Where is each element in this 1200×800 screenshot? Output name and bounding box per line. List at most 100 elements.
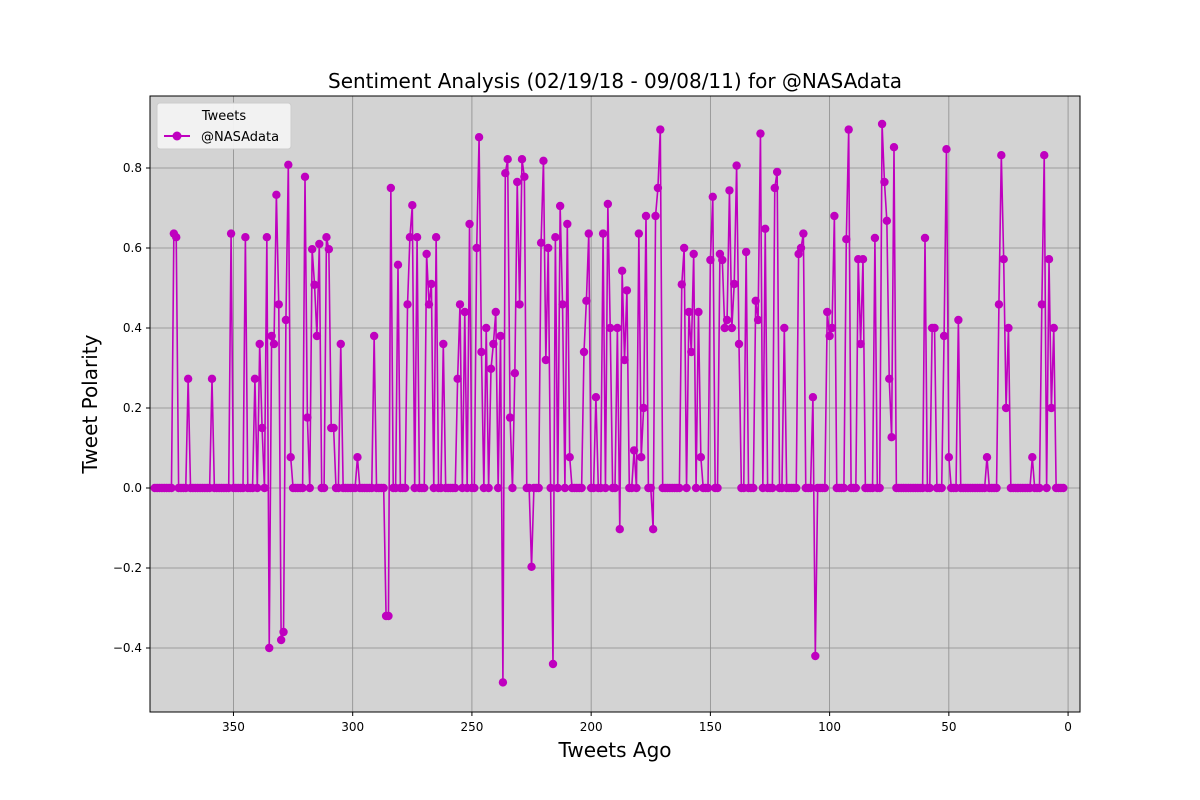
data-point	[379, 483, 388, 493]
data-point	[400, 483, 410, 493]
data-point	[257, 423, 267, 433]
data-point	[172, 233, 181, 242]
data-point	[427, 279, 436, 289]
data-point	[875, 483, 884, 493]
legend: Tweets @NASAdata	[156, 102, 292, 150]
data-point	[920, 233, 930, 243]
data-point	[842, 235, 851, 244]
data-point	[517, 155, 527, 164]
data-point	[751, 296, 760, 305]
data-point	[806, 483, 815, 493]
tick-layer: 350 300 250 200 150 100 50 0 −0.4 −0.2 0.0 0.2 0.4 0.…	[113, 161, 1072, 734]
data-point	[281, 315, 291, 325]
data-point	[749, 483, 758, 493]
data-point	[823, 307, 832, 317]
data-point	[591, 393, 601, 402]
data-point	[305, 483, 314, 493]
data-point	[226, 229, 236, 238]
data-point	[1037, 300, 1047, 309]
data-point	[501, 169, 510, 178]
data-point	[403, 300, 412, 309]
data-point	[412, 233, 422, 242]
data-point	[298, 483, 307, 493]
data-point	[603, 199, 613, 209]
data-point	[279, 627, 288, 637]
data-point	[284, 160, 293, 169]
data-point	[546, 483, 555, 493]
legend-series-label: @NASAdata	[201, 130, 279, 145]
data-point	[353, 453, 362, 462]
data-point	[641, 211, 651, 221]
y-tick-label: 0.0	[123, 481, 142, 495]
data-point	[937, 483, 946, 493]
data-point	[503, 155, 512, 164]
data-point	[722, 315, 732, 325]
data-point	[482, 323, 491, 333]
data-point	[646, 483, 655, 493]
data-point	[369, 331, 379, 341]
data-point	[720, 323, 729, 333]
data-point	[541, 355, 551, 365]
data-point	[527, 562, 536, 571]
data-point	[269, 339, 279, 349]
data-point	[260, 483, 269, 493]
data-point	[520, 172, 529, 181]
data-point	[734, 339, 744, 349]
data-point	[675, 483, 684, 493]
data-point	[820, 483, 830, 493]
data-point	[796, 243, 806, 253]
x-tick-label: 350	[222, 720, 245, 734]
data-point	[310, 280, 319, 289]
data-point	[811, 651, 820, 661]
legend-box	[156, 102, 292, 150]
data-point	[558, 300, 567, 309]
data-point	[315, 239, 324, 249]
data-point	[303, 413, 312, 422]
data-point	[1047, 403, 1056, 413]
data-point	[703, 483, 713, 493]
data-point	[472, 243, 481, 253]
data-point	[741, 247, 751, 257]
data-point	[858, 255, 868, 264]
data-point	[1042, 483, 1051, 493]
data-point	[515, 300, 524, 309]
data-point	[761, 224, 770, 233]
legend-title: Tweets	[201, 109, 247, 124]
data-point	[925, 483, 934, 493]
data-point	[880, 177, 889, 187]
data-point	[453, 374, 462, 383]
data-point	[265, 643, 274, 653]
legend-marker-swatch	[172, 131, 182, 141]
data-point	[300, 172, 310, 181]
data-point	[496, 331, 505, 341]
data-point	[513, 177, 522, 187]
data-point	[639, 403, 648, 413]
data-point	[725, 186, 734, 195]
data-point	[696, 453, 706, 462]
data-point	[856, 339, 865, 349]
data-point	[827, 323, 837, 333]
data-point	[1040, 151, 1049, 160]
data-point	[615, 525, 624, 534]
data-point	[555, 201, 565, 211]
data-point	[687, 347, 696, 357]
data-point	[253, 483, 262, 493]
data-point	[336, 339, 345, 349]
data-point	[422, 249, 431, 259]
data-point	[622, 286, 632, 295]
data-point	[651, 211, 660, 221]
data-point	[999, 255, 1008, 264]
data-point	[484, 483, 493, 493]
data-point	[877, 119, 887, 129]
data-point	[613, 323, 622, 333]
data-point	[1028, 453, 1037, 462]
data-point	[718, 255, 727, 265]
data-point	[730, 279, 739, 289]
data-point	[536, 238, 546, 247]
data-point	[431, 233, 441, 242]
data-point	[942, 145, 951, 154]
data-point	[553, 483, 562, 493]
data-point	[768, 483, 777, 493]
data-point	[954, 315, 963, 325]
y-axis-label: Tweet Polarity	[78, 334, 102, 474]
